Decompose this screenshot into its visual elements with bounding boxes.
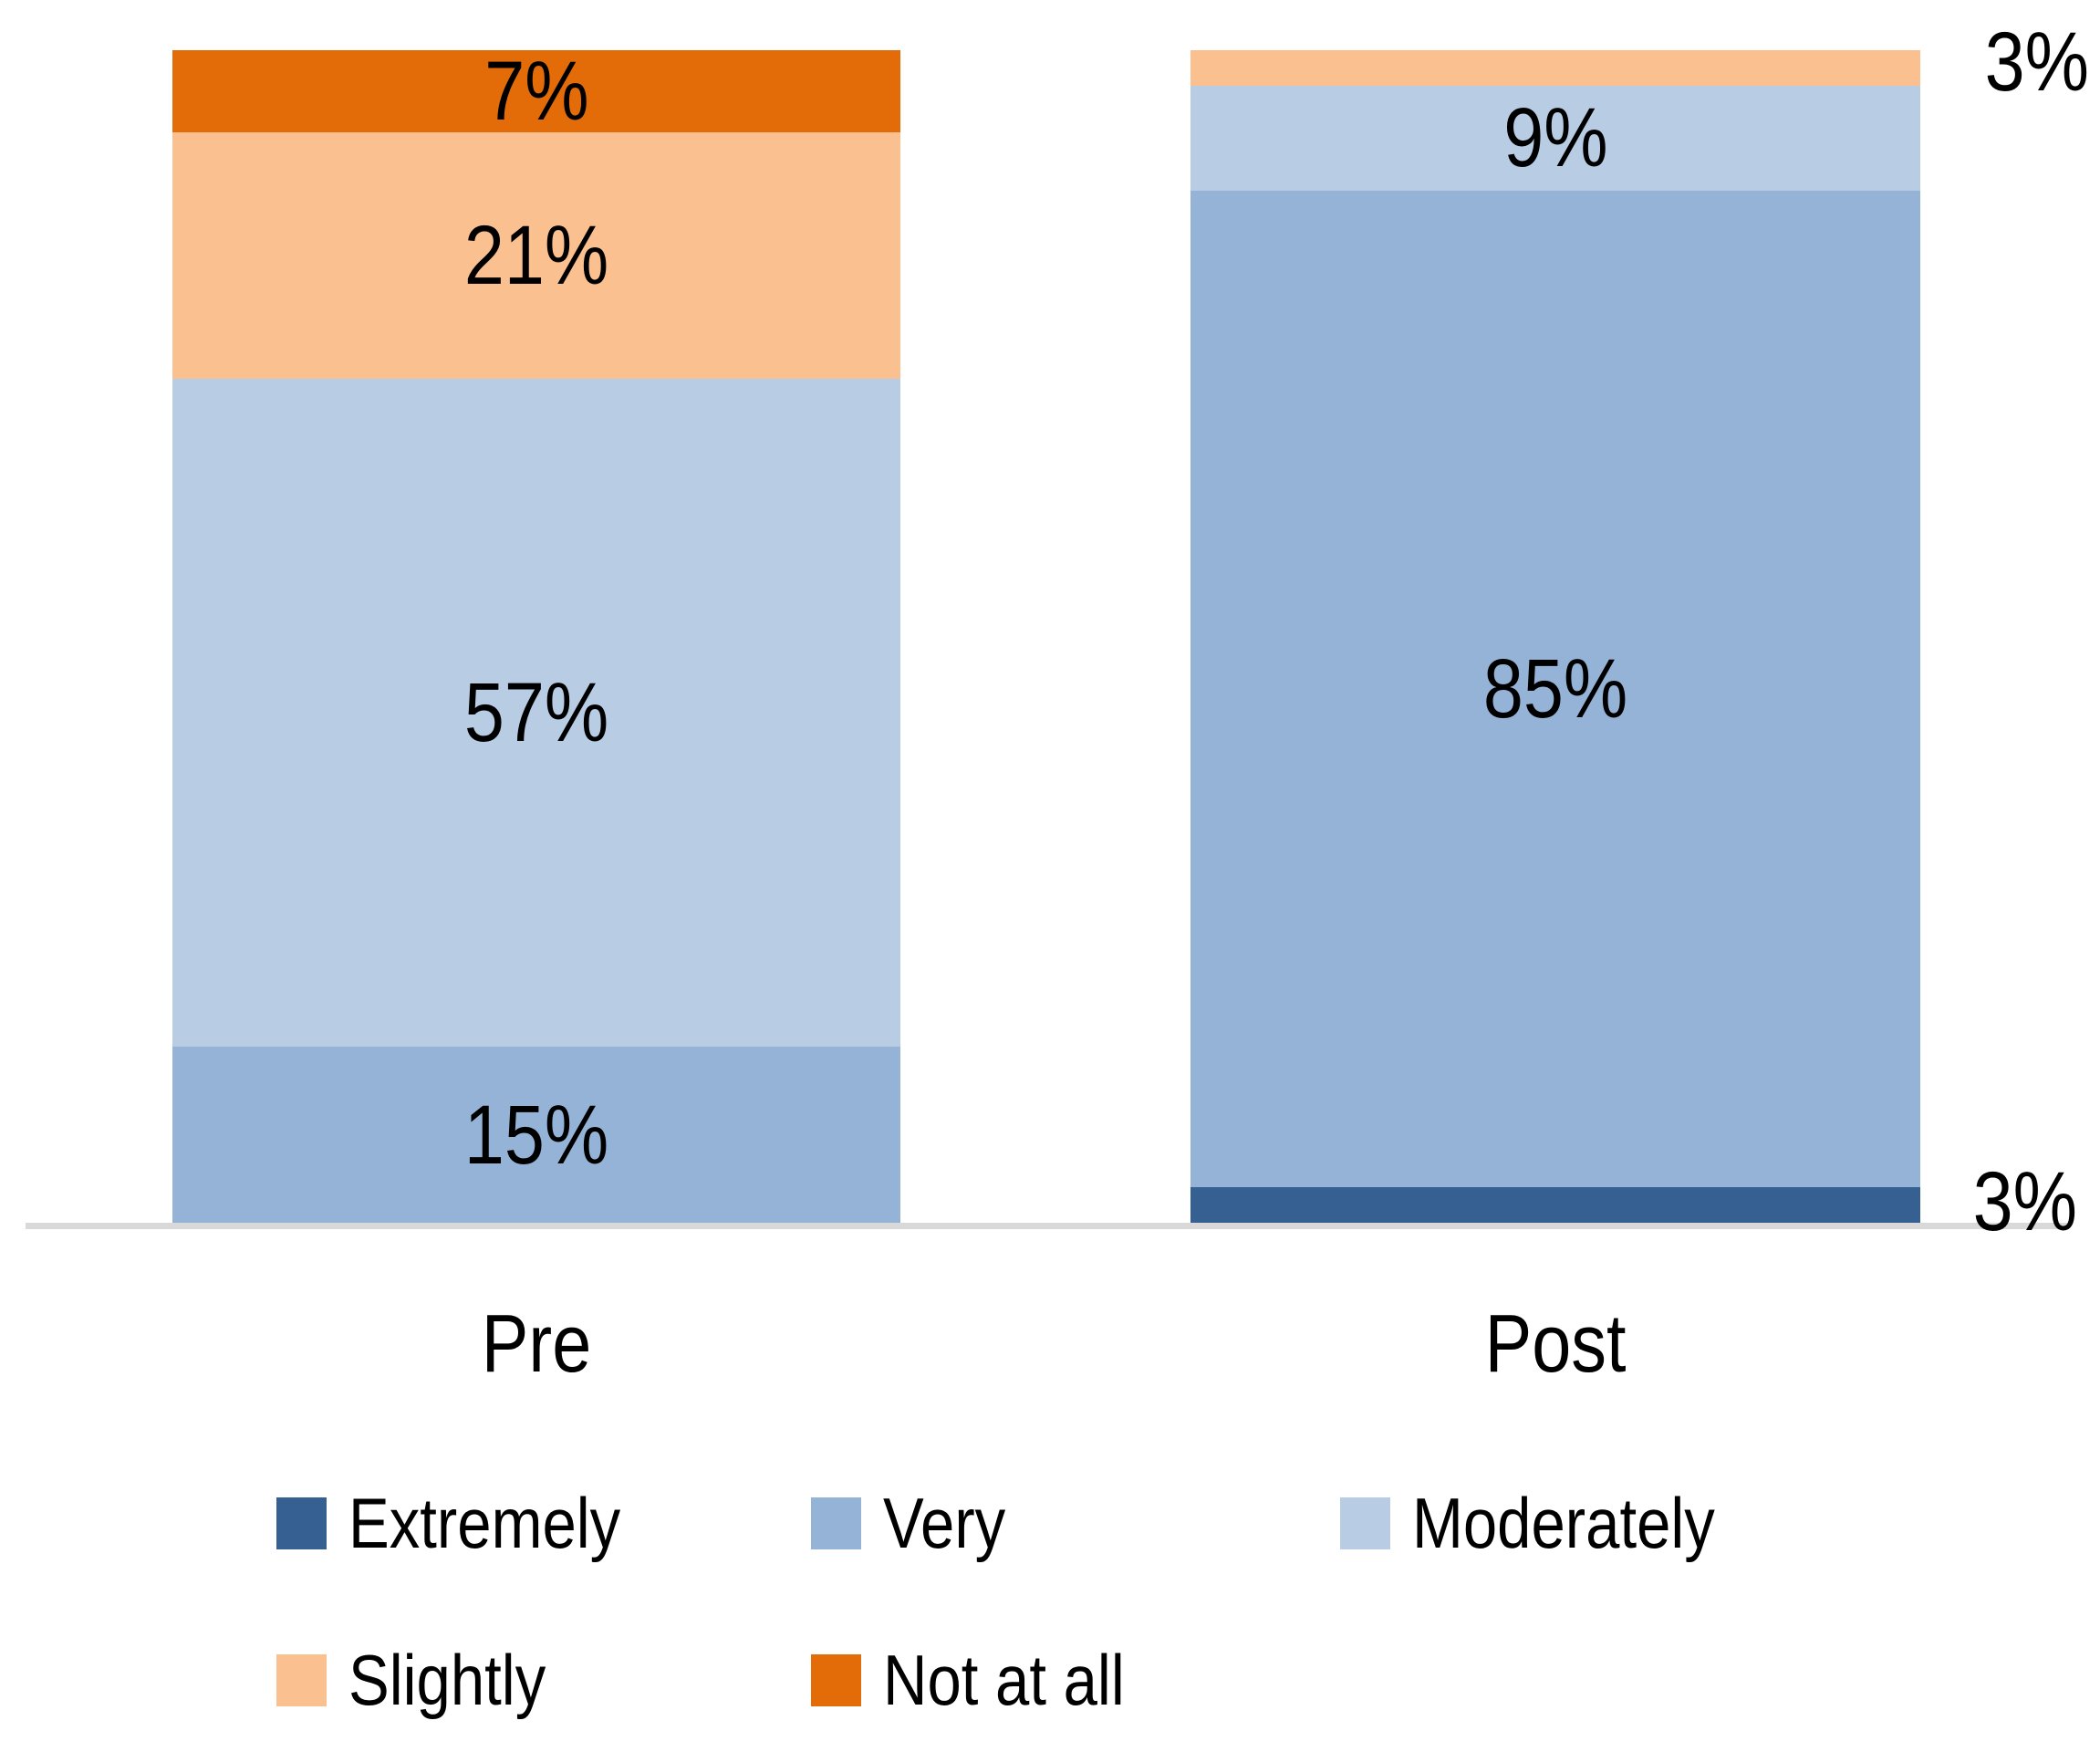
legend-item-moderately: Moderately [1340,1487,1764,1559]
legend-swatch-not-at-all [811,1653,861,1706]
segment-pre-slightly: 21% [172,131,900,379]
legend-swatch-extremely [276,1496,327,1549]
data-label-pre-not-at-all: 7% [483,44,589,138]
outside-data-label-post-extremely: 3% [1785,1155,2077,1248]
legend-row-2: Slightly Not at all [276,1644,2100,1716]
legend-label-extremely: Extremely [348,1483,621,1563]
legend-swatch-slightly [276,1653,327,1706]
bar-pre: 7% 21% 57% 15% [172,44,900,1223]
data-label-pre-very: 15% [463,1088,609,1182]
data-label-post-moderately: 9% [1502,91,1608,185]
category-label-post: Post [1484,1298,1627,1390]
legend-item-very: Very [811,1487,1025,1559]
data-label-pre-slightly: 21% [463,208,609,302]
data-label-pre-moderately: 57% [463,666,609,759]
segment-post-moderately: 9% [1190,85,1920,192]
segment-pre-not-at-all: 7% [172,44,900,138]
legend-swatch-very [811,1496,861,1549]
category-label-pre: Pre [481,1298,592,1390]
legend-row-1: Extremely Very Moderately [276,1487,2100,1559]
outside-data-label-text: 3% [1984,15,2089,109]
legend-item-not-at-all: Not at all [811,1644,1164,1716]
segment-post-very: 85% [1190,191,1920,1188]
outside-data-label-post-slightly: 3% [1797,14,2089,110]
legend-label-slightly: Slightly [348,1640,546,1720]
segment-post-extremely [1190,1187,1920,1223]
legend-item-slightly: Slightly [276,1644,577,1716]
legend-swatch-moderately [1340,1496,1390,1549]
bar-post: 9% 85% [1190,50,1920,1223]
segment-pre-very: 15% [172,1047,900,1223]
legend-item-extremely: Extremely [276,1487,665,1559]
legend-label-not-at-all: Not at all [883,1640,1125,1720]
legend-label-very: Very [883,1483,1006,1563]
data-label-post-very: 85% [1482,642,1628,736]
x-axis-line [26,1223,2069,1229]
outside-data-label-text: 3% [1972,1155,2077,1248]
legend-label-moderately: Moderately [1412,1483,1715,1563]
segment-post-slightly [1190,50,1920,86]
segment-pre-moderately: 57% [172,378,900,1048]
